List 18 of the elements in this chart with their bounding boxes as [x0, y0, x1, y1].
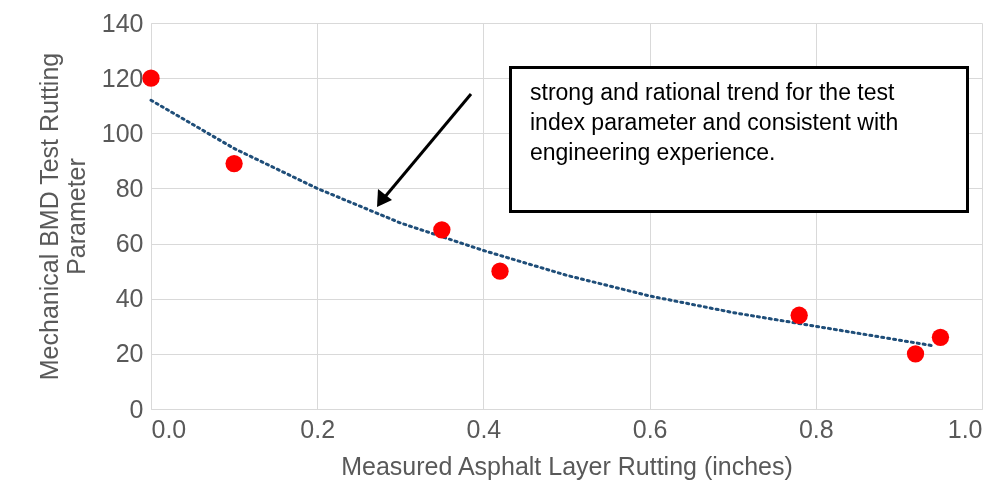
x-axis-title: Measured Asphalt Layer Rutting (inches) [341, 451, 793, 480]
y-tick-label: 40 [115, 284, 144, 313]
x-tick-label: 0.4 [466, 414, 502, 443]
y-tick-label: 120 [101, 63, 144, 92]
x-tick-label: 0.8 [798, 414, 834, 443]
y-tick-label: 80 [115, 173, 144, 202]
y-axis-title: Mechanical BMD Test Rutting Parameter [34, 52, 90, 381]
y-tick-label: 100 [101, 118, 144, 147]
y-tick-label: 60 [115, 229, 144, 258]
annotation: strong and rational trend for the test index parameter and consistent with engineering experience. [530, 78, 900, 167]
note-box: strong and rational trend for the test index parameter and consistent with engineering experience. [509, 66, 969, 213]
y-tick-label: 20 [115, 339, 144, 368]
x-tick-label: 0.6 [632, 414, 668, 443]
y-tick-label: 140 [101, 8, 144, 37]
y-tick-label: 0 [129, 394, 144, 423]
x-tick-label: 1.0 [947, 414, 983, 443]
x-tick-label: 0.2 [300, 414, 336, 443]
x-tick-label: 0.0 [151, 414, 187, 443]
